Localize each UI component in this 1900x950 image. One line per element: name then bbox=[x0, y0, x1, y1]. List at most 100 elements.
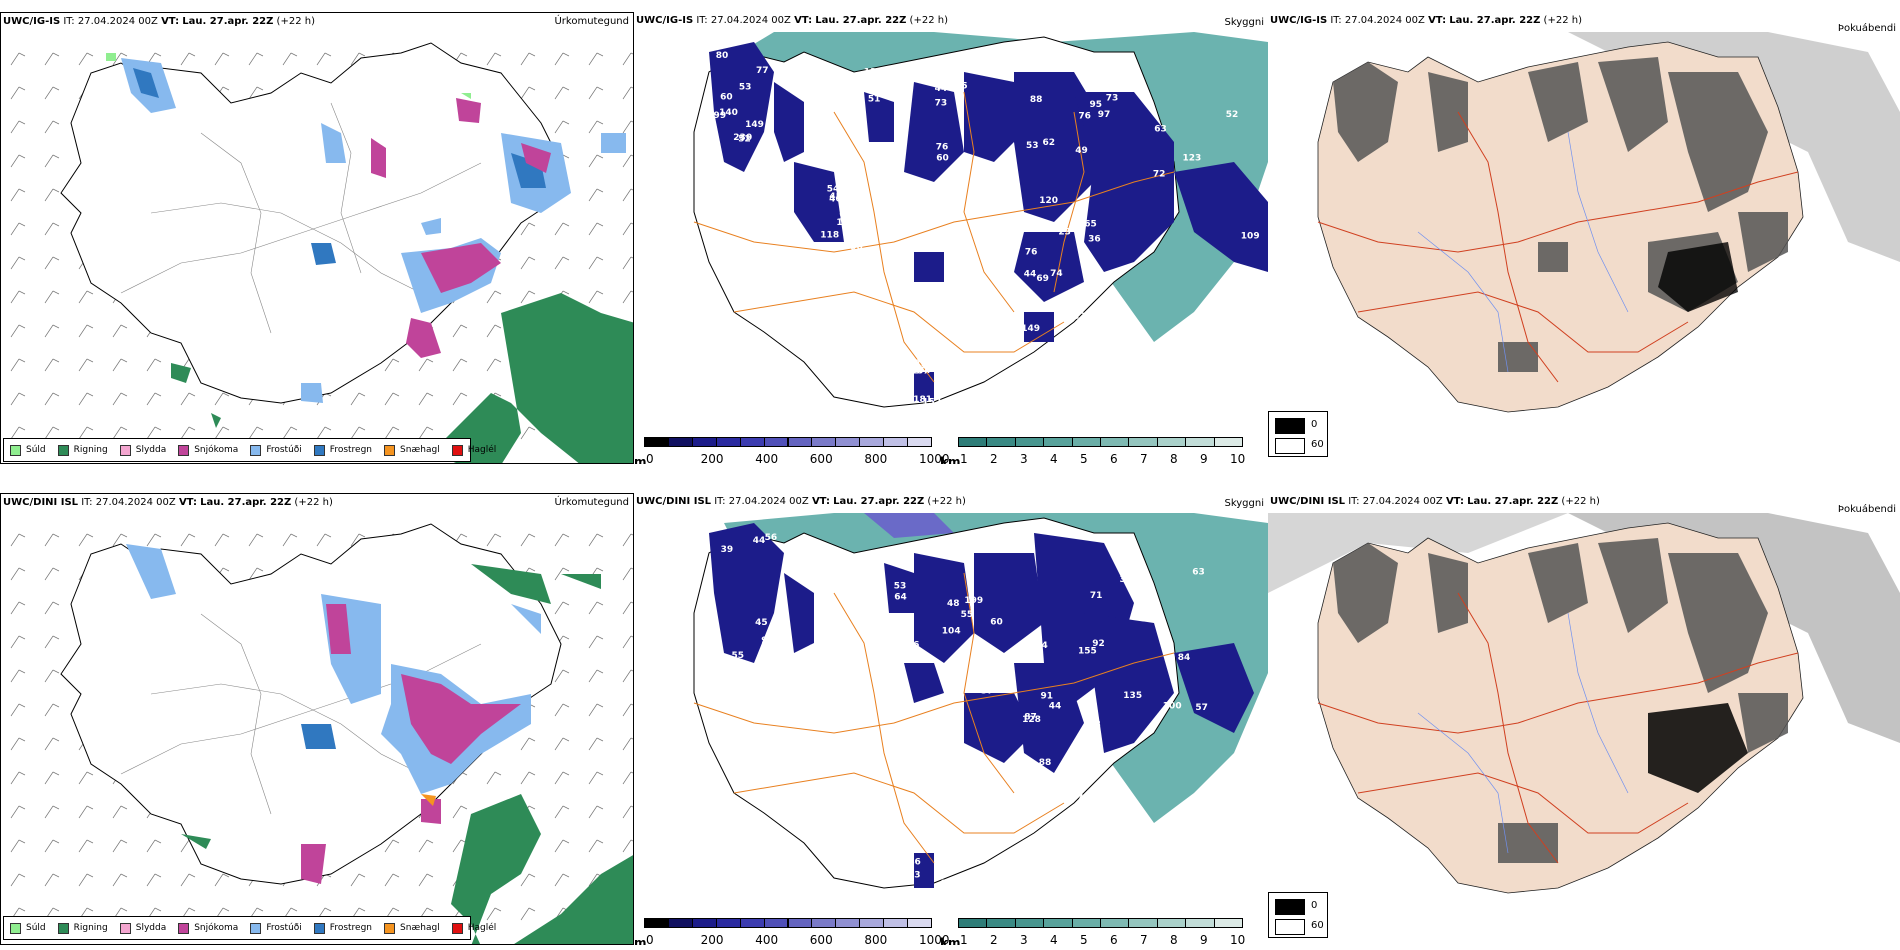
ceiling-value-label: 72 bbox=[915, 359, 928, 369]
ceiling-value-label: 45 bbox=[829, 192, 842, 202]
ceiling-value-label: 60 bbox=[720, 92, 733, 102]
colorbar-tick: 800 bbox=[864, 452, 888, 464]
ceiling-panel-bottom: 45 55 37 39 64 73 53 44 53 44 71 12 128 93 55 199 54 84 50… bbox=[634, 493, 1268, 945]
colorbar-segment bbox=[1100, 437, 1130, 447]
colorbar-unit: m bbox=[634, 455, 647, 464]
ceiling-value-label: 76 bbox=[1078, 111, 1091, 121]
fog-roads bbox=[1317, 111, 1799, 383]
ceiling-map-top: 52 51 53 36 45 60 67 53 44 62 73 90 44 249 230 73 71 63 54… bbox=[693, 32, 1268, 408]
ceiling-value-label: 149 bbox=[745, 120, 764, 130]
colorbar-tick: 200 bbox=[700, 933, 724, 945]
ceiling-value-label: 100 bbox=[836, 218, 855, 228]
colorbar-tick: 2 bbox=[990, 452, 998, 464]
precip-areas-bottom bbox=[126, 544, 633, 944]
ceiling-value-label: 53 bbox=[894, 582, 907, 592]
colorbar-segment bbox=[644, 437, 669, 447]
colorbar-segment bbox=[1128, 437, 1158, 447]
legend-swatch bbox=[178, 444, 190, 456]
ceiling-value-label: 62 bbox=[803, 699, 816, 709]
colorbar-tick: 0 bbox=[646, 933, 654, 945]
precip-map-bottom bbox=[10, 523, 633, 944]
ceiling-value-label: 72 bbox=[1153, 169, 1166, 179]
colorbar-segment bbox=[958, 437, 988, 447]
ceiling-value-label: 152 bbox=[922, 397, 941, 407]
ceiling-value-label: 104 bbox=[942, 627, 961, 637]
fog-panel-bottom: UWC/DINI ISL IT: 27.04.2024 00Z VT: Lau.… bbox=[1268, 493, 1900, 945]
legend-label: Snjókoma bbox=[194, 923, 239, 933]
ceiling-value-label: 64 bbox=[894, 593, 907, 603]
ceiling-value-label: 92 bbox=[1092, 639, 1105, 649]
legend-label: Haglél bbox=[467, 923, 497, 933]
colorbar-segment bbox=[1014, 918, 1045, 928]
ceiling-low-areas bbox=[709, 42, 1268, 402]
ceiling-value-label: 53 bbox=[1026, 141, 1039, 151]
colorbar-tick: 3 bbox=[1020, 933, 1028, 945]
ceiling-numbers-bottom: 45 55 37 39 64 73 53 44 53 44 71 12 128 93 55 199 54 84 50… bbox=[721, 533, 1208, 889]
ceiling-value-label: 71 bbox=[1090, 591, 1103, 601]
ceiling-value-label: 66 bbox=[907, 640, 920, 650]
colorbar-tick: 8 bbox=[1170, 933, 1178, 945]
fog-legend-top: 0 60 bbox=[1268, 411, 1328, 457]
panel-title: Skyggni bbox=[1224, 498, 1264, 509]
ceiling-value-label: 88 bbox=[1039, 758, 1052, 768]
precip-panel-bottom: UWC/DINI ISL IT: 27.04.2024 00Z VT: Lau.… bbox=[0, 493, 634, 945]
ceiling-panel-top: 52 51 53 36 45 60 67 53 44 62 73 90 44 249 230 73 71 63 54… bbox=[634, 12, 1268, 464]
colorbar-segment bbox=[763, 918, 789, 928]
fog-legend-swatch bbox=[1275, 919, 1305, 935]
ceiling-value-label: 12 bbox=[799, 680, 812, 690]
ceiling-value-label: 39 bbox=[721, 545, 734, 555]
ceiling-value-label: 55 bbox=[961, 610, 974, 620]
ceiling-value-label: 48 bbox=[1030, 773, 1043, 783]
legend-item: Rigning bbox=[57, 444, 108, 456]
legend-swatch bbox=[10, 444, 21, 456]
colorbar-tick: 4 bbox=[1050, 452, 1058, 464]
colorbar-segment bbox=[691, 437, 717, 447]
colorbar-tick: 6 bbox=[1110, 933, 1118, 945]
ceiling-value-label: 111 bbox=[933, 826, 952, 836]
ceiling-value-label: 52 bbox=[738, 135, 751, 145]
ceiling-value-label: 44 bbox=[753, 536, 766, 546]
ceiling-value-label: 249 bbox=[942, 356, 961, 366]
ceiling-value-label: 80 bbox=[716, 51, 729, 61]
ceiling-value-label: 76 bbox=[936, 143, 949, 153]
ceiling-value-label: 51 bbox=[868, 94, 881, 104]
colorbar-segment bbox=[667, 437, 693, 447]
colorbar-tick: 4 bbox=[1050, 933, 1058, 945]
fog-legend-label: 60 bbox=[1311, 439, 1324, 450]
colorbar-segment bbox=[787, 437, 813, 447]
ceiling-value-label: 87 bbox=[917, 366, 930, 376]
ceiling-value-label: 120 bbox=[1039, 196, 1058, 206]
legend-swatch bbox=[384, 444, 396, 456]
ceiling-value-label: 84 bbox=[1178, 653, 1191, 663]
ceiling-value-label: 91 bbox=[1041, 692, 1054, 702]
legend-item: Frostúði bbox=[250, 444, 302, 456]
ceiling-value-label: 199 bbox=[964, 596, 983, 606]
ceiling-value-label: 44 bbox=[886, 157, 899, 167]
legend-swatch bbox=[250, 922, 262, 934]
colorbar-segment bbox=[1100, 918, 1130, 928]
colorbar-tick: 8 bbox=[1170, 452, 1178, 464]
colorbar-tick: 1 bbox=[960, 452, 968, 464]
colorbar-unit: m bbox=[634, 936, 647, 945]
legend-item: Snæhagl bbox=[384, 922, 440, 934]
fog-rivers bbox=[1417, 131, 1629, 373]
ceiling-value-label: 44 bbox=[1024, 269, 1037, 279]
ceiling-value-label: 37 bbox=[981, 687, 994, 697]
ceiling-value-label: 63 bbox=[1192, 568, 1205, 578]
ceiling-value-label: 60 bbox=[710, 193, 723, 203]
colorbar-segment bbox=[1043, 437, 1073, 447]
legend-swatch bbox=[57, 444, 69, 456]
ceiling-value-label: 113 bbox=[922, 350, 941, 360]
colorbar-tick: 10 bbox=[1230, 452, 1246, 464]
colorbar-segment bbox=[1128, 918, 1158, 928]
visibility-colorbar-top: km 1 2 3 4 5 6 7 8 9 10 bbox=[940, 437, 1250, 464]
header-top-fog: UWC/IG-IS IT: 27.04.2024 00Z VT: Lau. 27… bbox=[1270, 15, 1582, 26]
colorbar-segment bbox=[859, 437, 885, 447]
legend-item: Súld bbox=[10, 444, 46, 456]
colorbar-tick: 200 bbox=[700, 452, 724, 464]
legend-item: Slydda bbox=[119, 922, 166, 934]
colorbar-segment bbox=[1014, 437, 1045, 447]
ceiling-value-label: 16 bbox=[797, 704, 810, 714]
colorbar-unit: km bbox=[940, 455, 961, 464]
legend-item: Frostregn bbox=[313, 444, 372, 456]
